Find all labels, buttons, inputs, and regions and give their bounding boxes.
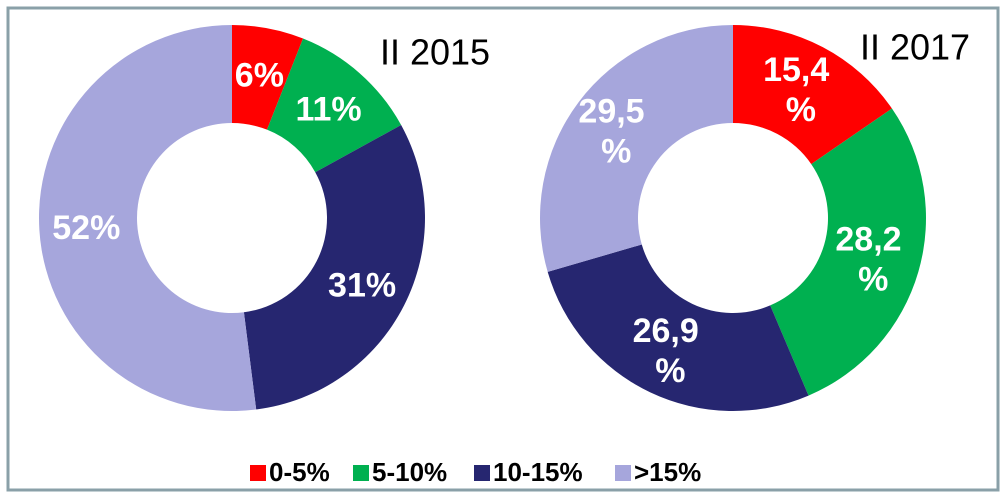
data-label: 29,5 % [578,92,654,170]
donut-slice [540,25,733,272]
legend-label: 10-15% [493,457,583,487]
legend-label: >15% [634,457,701,487]
donut-slice [266,38,402,173]
donut-slice [770,108,926,396]
legend-swatch [250,465,266,481]
donut-slice [243,125,425,410]
donut-slice [232,25,304,130]
legend-label: 0-5% [269,457,330,487]
chart-title: II 2015 [380,32,490,73]
legend-swatch [474,465,490,481]
legend-swatch [615,465,631,481]
data-label: 6% [235,57,284,95]
data-label: 52% [52,209,120,247]
donut-slice [733,25,892,165]
legend-swatch [353,465,369,481]
data-label: 31% [328,266,396,304]
chart-title: II 2017 [860,27,970,68]
data-label: 15,4 % [763,51,839,129]
donut-slice [547,244,809,411]
donut-slice [39,25,257,411]
data-label: 26,9 % [633,312,709,390]
legend-label: 5-10% [372,457,447,487]
data-label: 28,2 % [835,221,911,299]
data-label: 11% [295,90,361,128]
